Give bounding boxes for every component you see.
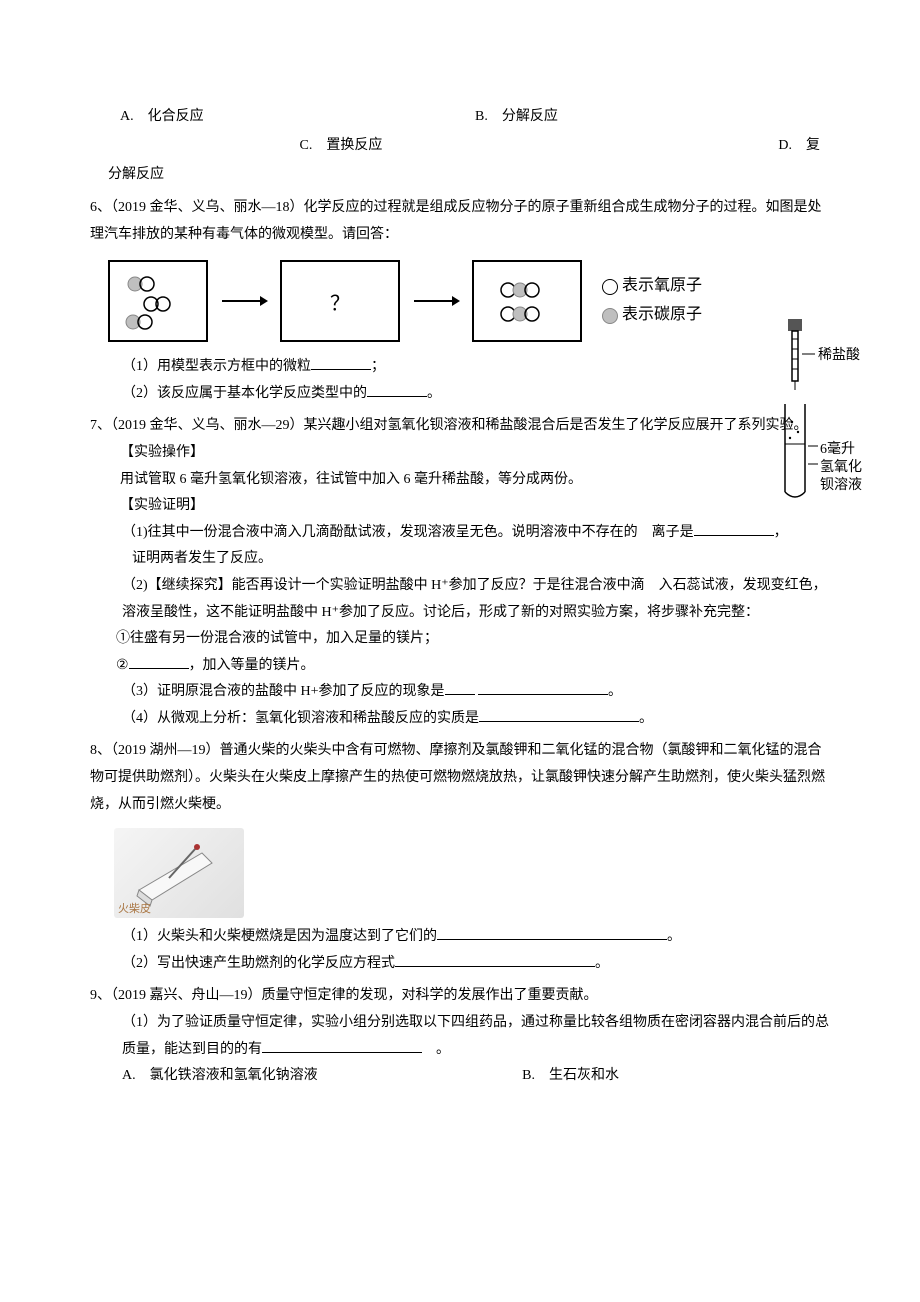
q8-p1: （1）火柴头和火柴梗燃烧是因为温度达到了它们的 。 [90, 924, 830, 951]
q7-p4: （4）从微观上分析：氢氧化钡溶液和稀盐酸反应的实质是 。 [90, 706, 830, 733]
q6-legend-c-text: 表示碳原子 [622, 301, 702, 330]
q7-wrap: 稀盐酸 6毫升 氢氧化 钡溶液 （1）用模型表示方框中的微粒； （2）该反应属于… [90, 354, 830, 520]
q9-stem-text: 9、（2019 嘉兴、舟山—19）质量守恒定律的发现，对科学的发展作出了重要贡献… [90, 988, 598, 1003]
q7-label-sol1: 氢氧化 [820, 456, 862, 476]
q6-p2-blank[interactable] [367, 381, 427, 397]
q7-apparatus-diagram: 稀盐酸 6毫升 氢氧化 钡溶液 [740, 314, 880, 519]
q7-label-sol2: 钡溶液 [820, 474, 862, 494]
q5-options-row1: A. 化合反应 B. 分解反应 [90, 104, 830, 129]
q7-label-acid: 稀盐酸 [818, 344, 860, 364]
q6-legend: 表示氧原子 表示碳原子 [602, 272, 702, 330]
circle-outline-icon [602, 279, 618, 295]
q7-stem: 7、（2019 金华、义乌、丽水—29）某兴趣小组对氢氧化钡溶液和稀盐酸混合后是… [90, 413, 830, 440]
q6-qmark: ？ [330, 287, 350, 316]
q7-p3a: （3）证明原混合液的盐酸中 H+参加了反应的现象是 [122, 684, 445, 699]
q8-p1b: 。 [667, 929, 681, 944]
q9-option-b: B. 生石灰和水 [522, 1063, 830, 1090]
q6-box-question: ？ [280, 260, 400, 342]
q6-diagram: ？ 表示氧原子 表示碳原子 [108, 260, 830, 342]
q6-p1-blank[interactable] [311, 354, 371, 370]
q6-p2-text: （2）该反应属于基本化学反应类型中的 [122, 386, 367, 401]
q8-p1a: （1）火柴头和火柴梗燃烧是因为温度达到了它们的 [122, 929, 437, 944]
arrow-icon [220, 291, 268, 311]
q7-op: 用试管取 6 毫升氢氧化钡溶液，往试管中加入 6 毫升稀盐酸，等分成两份。 [90, 467, 830, 494]
q6-p1-tail: ； [371, 359, 385, 374]
q5-option-d: D. 复 [592, 133, 830, 158]
q7-label-vol: 6毫升 [820, 438, 855, 458]
q6-p1-text: （1）用模型表示方框中的微粒 [122, 359, 311, 374]
arrow-icon [412, 291, 460, 311]
q5-option-d-cont: 分解反应 [90, 162, 830, 189]
q7-p1c: 证明两者发生了反应。 [90, 546, 830, 573]
q6-box-products [472, 260, 582, 342]
q7-stem-text: 7、（2019 金华、义乌、丽水—29）某兴趣小组对氢氧化钡溶液和稀盐酸混合后是… [90, 418, 808, 433]
q6-p2-tail: 。 [427, 386, 441, 401]
q8-match-image: 火柴皮 [114, 828, 244, 918]
q6-p1: （1）用模型表示方框中的微粒 ； [90, 354, 830, 381]
circle-filled-icon [602, 308, 618, 324]
q6-stem-text: 6、（2019 金华、义乌、丽水—18）化学反应的过程就是组成反应物分子的原子重… [90, 200, 822, 242]
q5-options-row2: C. 置换反应 D. 复 [90, 133, 830, 158]
q7-s2b: ，加入等量的镁片。 [189, 658, 315, 673]
q8-p1-blank[interactable] [437, 924, 667, 940]
q9-p1a: （1）为了验证质量守恒定律，实验小组分别选取以下四组药品，通过称量比较各组物质在… [122, 1015, 829, 1057]
q6-products-svg [480, 266, 575, 336]
q7-s2a: ② [116, 658, 129, 673]
q9-p1: （1）为了验证质量守恒定律，实验小组分别选取以下四组药品，通过称量比较各组物质在… [90, 1010, 830, 1063]
q9-p1-blank[interactable] [262, 1037, 422, 1053]
q5-option-c: C. 置换反应 [90, 133, 592, 158]
q5-option-a: A. 化合反应 [90, 104, 475, 129]
q6-legend-oxygen: 表示氧原子 [602, 272, 702, 301]
q8-stem: 8、（2019 湖州—19）普通火柴的火柴头中含有可燃物、摩擦剂及氯酸钾和二氧化… [90, 738, 830, 818]
q9-p1b: 。 [422, 1042, 450, 1057]
q8-img-label: 火柴皮 [118, 900, 151, 916]
q7-p1: （1)往其中一份混合液中滴入几滴酚酞试液，发现溶液呈无色。说明溶液中不存在的 离… [90, 520, 830, 547]
q7-p1a: （1)往其中一份混合液中滴入几滴酚酞试液，发现溶液呈无色。说明溶液中不存在的 离… [122, 525, 694, 540]
q7-p2-text: （2)【继续探究】能否再设计一个实验证明盐酸中 H⁺参加了反应？于是往混合液中滴… [122, 578, 827, 620]
q9-stem: 9、（2019 嘉兴、舟山—19）质量守恒定律的发现，对科学的发展作出了重要贡献… [90, 983, 830, 1010]
q8-p2-blank[interactable] [395, 951, 595, 967]
q6-stem: 6、（2019 金华、义乌、丽水—18）化学反应的过程就是组成反应物分子的原子重… [90, 195, 830, 248]
q7-p4a: （4）从微观上分析：氢氧化钡溶液和稀盐酸反应的实质是 [122, 711, 479, 726]
q8-p2: （2）写出快速产生助燃剂的化学反应方程式 。 [90, 951, 830, 978]
q7-p3-blank2[interactable] [478, 679, 608, 695]
q7-p3-blank1[interactable] [445, 679, 475, 695]
q7-tag-op: 【实验操作】 [90, 440, 830, 467]
q6-p2: （2）该反应属于基本化学反应类型中的 。 [90, 381, 830, 408]
q6-reactants-svg [113, 266, 203, 336]
q7-s2: ② ，加入等量的镁片。 [90, 653, 830, 680]
q7-p1b: ， [774, 525, 788, 540]
q7-p4-blank[interactable] [479, 706, 639, 722]
q6-box-reactants [108, 260, 208, 342]
q7-s1: ①往盛有另一份混合液的试管中，加入足量的镁片； [90, 626, 830, 653]
q7-p3: （3）证明原混合液的盐酸中 H+参加了反应的现象是 。 [90, 679, 830, 706]
q7-p4b: 。 [639, 711, 653, 726]
q7-p2: （2)【继续探究】能否再设计一个实验证明盐酸中 H⁺参加了反应？于是往混合液中滴… [90, 573, 830, 626]
q5-option-b: B. 分解反应 [475, 104, 830, 129]
q7-tag-prove: 【实验证明】 [90, 493, 830, 520]
q7-p3b: 。 [608, 684, 622, 699]
q8-stem-text: 8、（2019 湖州—19）普通火柴的火柴头中含有可燃物、摩擦剂及氯酸钾和二氧化… [90, 743, 825, 811]
q7-s2-blank[interactable] [129, 653, 189, 669]
q6-legend-carbon: 表示碳原子 [602, 301, 702, 330]
q7-p1-blank[interactable] [694, 520, 774, 536]
q9-option-a: A. 氯化铁溶液和氢氧化钠溶液 [122, 1063, 522, 1090]
q6-legend-o-text: 表示氧原子 [622, 272, 702, 301]
q8-p2b: 。 [595, 956, 609, 971]
q8-p2a: （2）写出快速产生助燃剂的化学反应方程式 [122, 956, 395, 971]
q9-options-row: A. 氯化铁溶液和氢氧化钠溶液 B. 生石灰和水 [90, 1063, 830, 1090]
